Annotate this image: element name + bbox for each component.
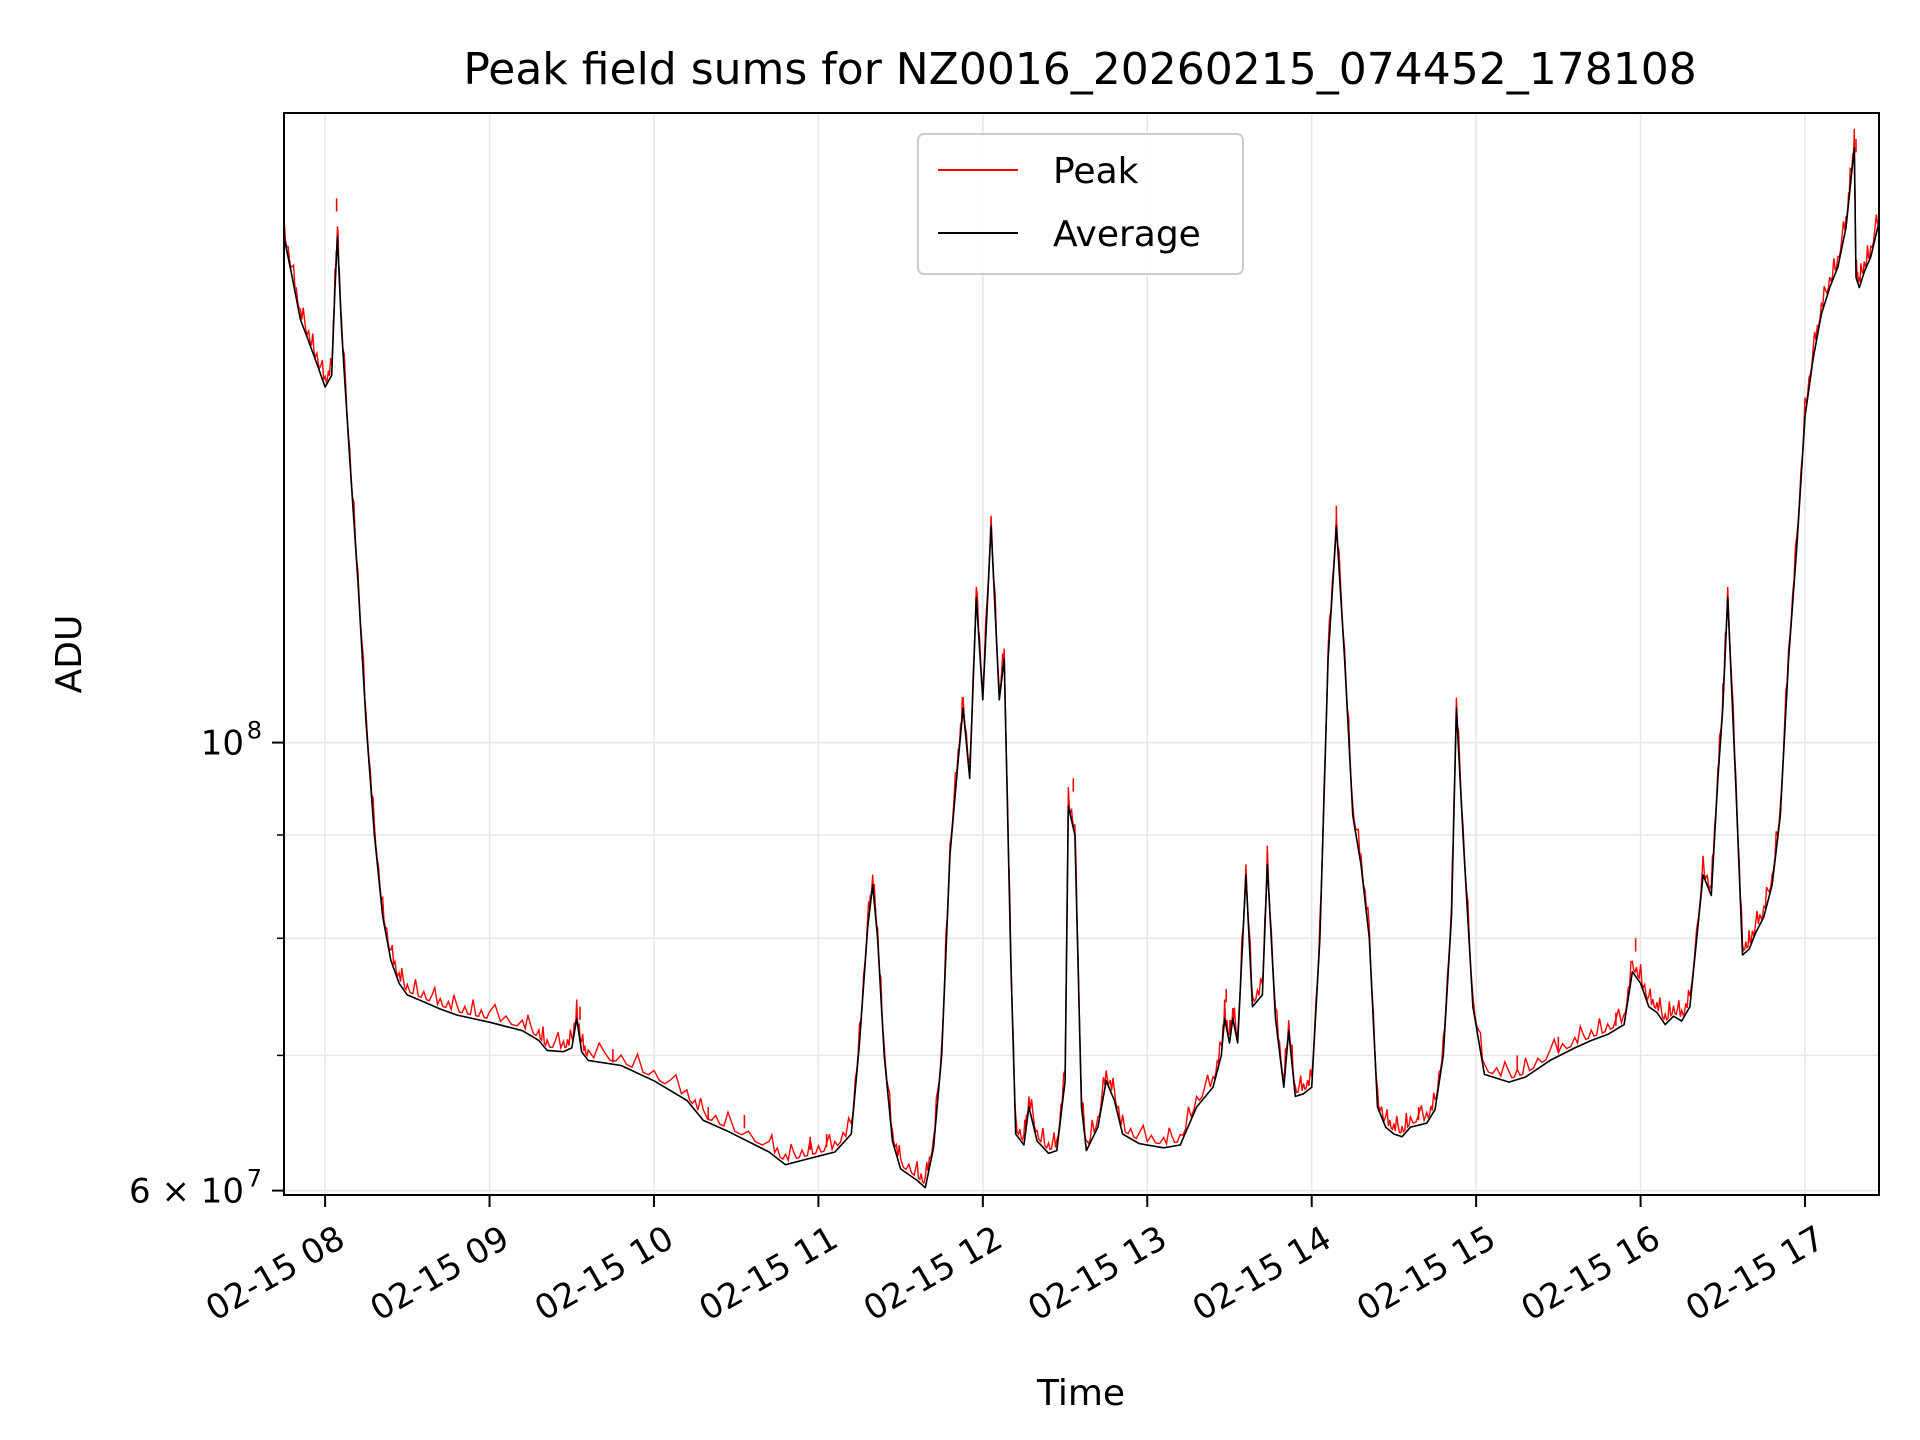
y-tick-exponent: 7 [247,1165,262,1193]
legend-average-label: Average [1053,214,1201,255]
series-peak-line [283,128,1880,1185]
y-axis-label: ADU [49,615,90,694]
legend: Peak Average [917,133,1244,275]
grid [284,113,1879,1195]
y-tick-label: 10 [201,724,244,764]
y-tick-label: 6 × 10 [129,1172,244,1212]
series-average-line [283,147,1880,1189]
legend-peak-label: Peak [1053,151,1139,192]
plot-frame [283,112,1880,1196]
y-tick-exponent: 8 [247,717,262,745]
chart-title: Peak field sums for NZ0016_20260215_0744… [463,44,1696,95]
series-group [283,128,1880,1189]
x-axis-label: Time [1036,1373,1125,1414]
